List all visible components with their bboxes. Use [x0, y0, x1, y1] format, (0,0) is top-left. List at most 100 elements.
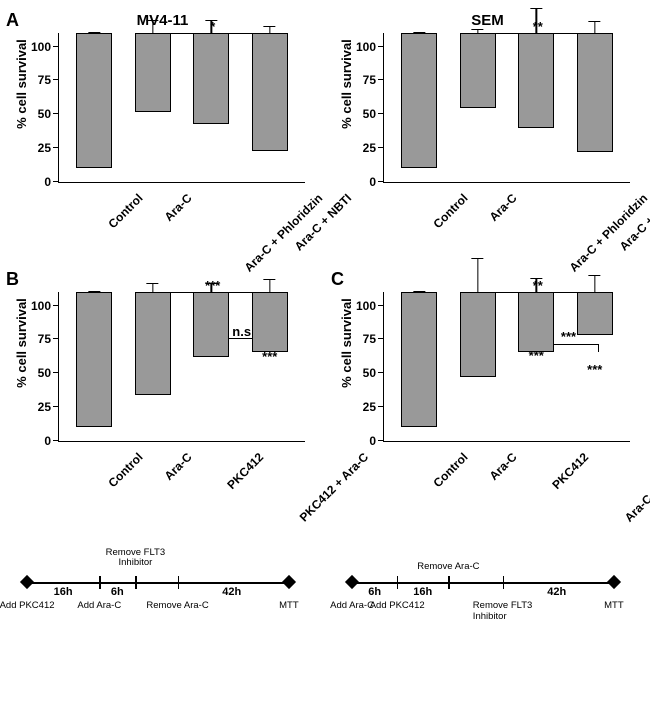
- x-label: Control: [389, 442, 448, 522]
- error-bar: [152, 284, 153, 293]
- y-tick-label: 50: [348, 366, 376, 380]
- x-label: Control: [64, 183, 123, 263]
- y-tick-label: 100: [23, 299, 51, 313]
- x-labels: ControlAra-CAra-C + PhloridzinAra-C + NB…: [383, 183, 630, 263]
- timeline-label-bottom: MTT: [604, 600, 624, 611]
- row-bc: B % cell survival0255075100n.s.*********…: [12, 271, 638, 522]
- error-bar: [211, 284, 212, 293]
- error-bar: [536, 279, 537, 293]
- timeline-tick: [397, 576, 398, 589]
- sig-bracket-label: **: [533, 19, 543, 34]
- bar: [401, 292, 437, 427]
- y-tick-label: 25: [23, 141, 51, 155]
- timeline-segment-label: 42h: [222, 586, 241, 598]
- chart-area: 0255075100*************: [383, 292, 630, 442]
- panel-letter: A: [6, 10, 19, 31]
- timeline-segment-label: 16h: [54, 586, 73, 598]
- timeline-label-bottom: Remove Ara-C: [146, 600, 208, 611]
- timeline-segment-label: 42h: [547, 586, 566, 598]
- y-tick-label: 0: [23, 434, 51, 448]
- bar-slot: ***: [182, 292, 241, 441]
- bar: [518, 292, 554, 352]
- error-bar: [152, 21, 153, 34]
- x-label: Control: [389, 183, 448, 263]
- error-bar: [269, 27, 270, 34]
- bar: [460, 292, 496, 377]
- timeline-row: Add PKC412Add Ara-CRemove FLT3InhibitorR…: [12, 534, 638, 624]
- panel-a-sem: SEM% cell survival0255075100***ControlAr…: [337, 12, 638, 263]
- panel-b: B % cell survival0255075100n.s.*********…: [12, 271, 313, 522]
- timeline-label-bottom: Add PKC412: [370, 600, 425, 611]
- bar: [135, 292, 171, 395]
- timeline-tick: [99, 576, 100, 589]
- timeline-diamond-icon: [282, 575, 296, 589]
- y-tick-label: 50: [348, 107, 376, 121]
- timeline-label-top: Remove Ara-C: [413, 562, 483, 572]
- bar-slot: [65, 292, 124, 441]
- bar-slot: [507, 33, 566, 182]
- bar-slot: ***: [241, 292, 300, 441]
- timeline-label-bottom: Add PKC412: [0, 600, 55, 611]
- y-tick-label: 100: [348, 299, 376, 313]
- bar: [460, 33, 496, 108]
- timeline-segment-label: 6h: [368, 586, 381, 598]
- timeline-line: [352, 582, 614, 584]
- error-bar: [94, 33, 95, 34]
- panel-c: C % cell survival0255075100*************…: [337, 271, 638, 522]
- x-label: Ara-C + Phloridzin: [507, 183, 566, 263]
- bar: [76, 292, 112, 427]
- y-tick-label: 0: [23, 175, 51, 189]
- chart-area: 0255075100****: [58, 33, 305, 183]
- error-bar: [594, 22, 595, 34]
- error-bar: [477, 259, 478, 293]
- timeline-label-bottom: Add Ara-C: [77, 600, 121, 611]
- timeline-tick: [503, 576, 504, 589]
- bar: [577, 33, 613, 152]
- timeline-diamond-icon: [20, 575, 34, 589]
- bar-slot: [566, 33, 625, 182]
- panel-letter: B: [6, 269, 19, 290]
- bar-slot: [390, 33, 449, 182]
- sig-marker: ***: [587, 363, 602, 376]
- error-bar: [94, 292, 95, 293]
- bar: [193, 292, 229, 357]
- y-tick-label: 75: [23, 73, 51, 87]
- timeline-diamond-icon: [345, 575, 359, 589]
- x-labels: ControlAra-CPKC412Ara-C + PKC412: [383, 442, 630, 522]
- x-label: PKC412: [182, 442, 241, 522]
- x-label: Ara-C + PKC412: [565, 442, 624, 522]
- bar-slot: [65, 33, 124, 182]
- bar-slot: ***: [507, 292, 566, 441]
- x-label: Ara-C + NBTI: [565, 183, 624, 263]
- timeline-segment-label: 6h: [111, 586, 124, 598]
- x-labels: ControlAra-CAra-C + PhloridzinAra-C + NB…: [58, 183, 305, 263]
- panel-title: [337, 271, 638, 288]
- x-label: Control: [64, 442, 123, 522]
- x-label: PKC412: [507, 442, 566, 522]
- error-bar: [419, 33, 420, 34]
- sig-marker: ***: [262, 350, 277, 363]
- x-label: Ara-C + NBTI: [240, 183, 299, 263]
- timeline-c: Add Ara-CAdd PKC412Remove Ara-CRemove FL…: [337, 534, 638, 624]
- y-tick-label: 100: [348, 40, 376, 54]
- x-label: Ara-C: [123, 183, 182, 263]
- error-bar: [211, 21, 212, 34]
- bar: [518, 33, 554, 128]
- timeline-diamond-icon: [607, 575, 621, 589]
- y-tick-label: 75: [348, 73, 376, 87]
- bar-slot: ***: [124, 292, 183, 441]
- bar-slot: *: [124, 33, 183, 182]
- timeline-line: [27, 582, 289, 584]
- y-tick-label: 25: [348, 141, 376, 155]
- bar: [76, 33, 112, 168]
- bar-slot: *: [182, 33, 241, 182]
- timeline-b: Add PKC412Add Ara-CRemove FLT3InhibitorR…: [12, 534, 313, 624]
- chart-area: 0255075100***: [383, 33, 630, 183]
- x-labels: ControlAra-CPKC412PKC412 + Ara-C: [58, 442, 305, 522]
- y-tick-label: 0: [348, 434, 376, 448]
- y-tick-label: 0: [348, 175, 376, 189]
- bar-slot: *: [241, 33, 300, 182]
- bar-slot: [390, 292, 449, 441]
- sig-bracket-label: **: [533, 278, 543, 293]
- x-label: PKC412 + Ara-C: [240, 442, 299, 522]
